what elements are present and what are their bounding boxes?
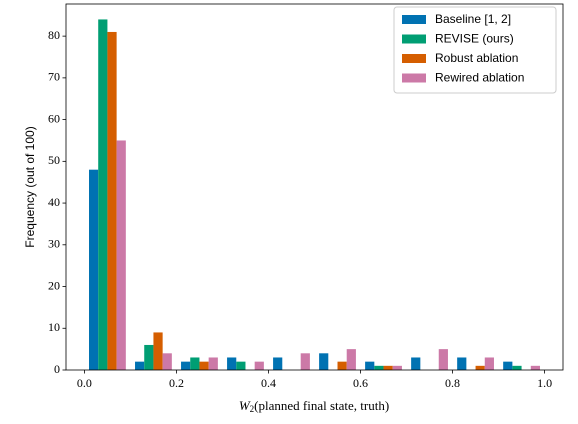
x-tick-label: 0.2 (169, 376, 184, 390)
bar (181, 361, 191, 370)
x-tick-label: 1.0 (537, 376, 552, 390)
x-tick-label: 0.4 (261, 376, 276, 390)
bar (346, 349, 356, 370)
x-tick-label: 0.8 (445, 376, 460, 390)
bar (438, 349, 448, 370)
y-tick-label: 20 (48, 278, 60, 292)
bar (144, 344, 154, 370)
x-label-symbol: W (239, 398, 251, 413)
bar (484, 357, 494, 370)
bar (116, 140, 126, 370)
bar (107, 31, 117, 370)
bar (475, 365, 485, 370)
bar (236, 361, 246, 370)
bar (153, 332, 163, 370)
bar (98, 19, 108, 370)
legend-box (393, 6, 557, 94)
bar (530, 365, 540, 370)
bar (392, 365, 402, 370)
bar (135, 361, 145, 370)
legend-swatch (402, 15, 426, 24)
bar (319, 353, 329, 370)
bar (337, 361, 347, 370)
legend-swatch (402, 73, 426, 83)
y-tick-label: 80 (48, 28, 60, 42)
bar (208, 357, 218, 370)
bar (199, 361, 209, 370)
bar (190, 357, 200, 370)
bar (411, 357, 421, 370)
x-label-subscript: 2 (250, 404, 255, 414)
bar (227, 357, 237, 370)
y-tick-label: 10 (48, 320, 60, 334)
bar (374, 365, 384, 370)
x-label-text: (planned final state, truth) (254, 398, 389, 413)
bar (383, 365, 393, 370)
legend-label: REVISE (ours) (435, 32, 514, 46)
bar (512, 365, 522, 370)
x-tick-label: 0.6 (353, 376, 368, 390)
legend-label: Baseline [1, 2] (435, 12, 511, 26)
y-tick-label: 30 (48, 237, 60, 251)
legend-label: Rewired ablation (435, 71, 524, 85)
bar (300, 353, 310, 370)
x-axis-label: W2(planned final state, truth) (239, 398, 389, 414)
bar (503, 361, 513, 370)
y-tick-label: 70 (48, 70, 60, 84)
y-axis-label: Frequency (out of 100) (23, 126, 37, 247)
bar (365, 361, 375, 370)
legend-label: Robust ablation (435, 51, 518, 65)
x-tick-label: 0.0 (77, 376, 92, 390)
bar (273, 357, 283, 370)
y-tick-label: 50 (48, 153, 60, 167)
y-tick-label: 60 (48, 111, 60, 125)
bar (457, 357, 467, 370)
plot-frame (65, 3, 564, 371)
y-tick-label: 0 (54, 362, 60, 376)
bar (89, 169, 99, 370)
legend-swatch (402, 54, 426, 63)
legend-swatch (402, 34, 426, 44)
bar (162, 353, 172, 370)
y-tick-label: 40 (48, 195, 60, 209)
bar (254, 361, 264, 370)
